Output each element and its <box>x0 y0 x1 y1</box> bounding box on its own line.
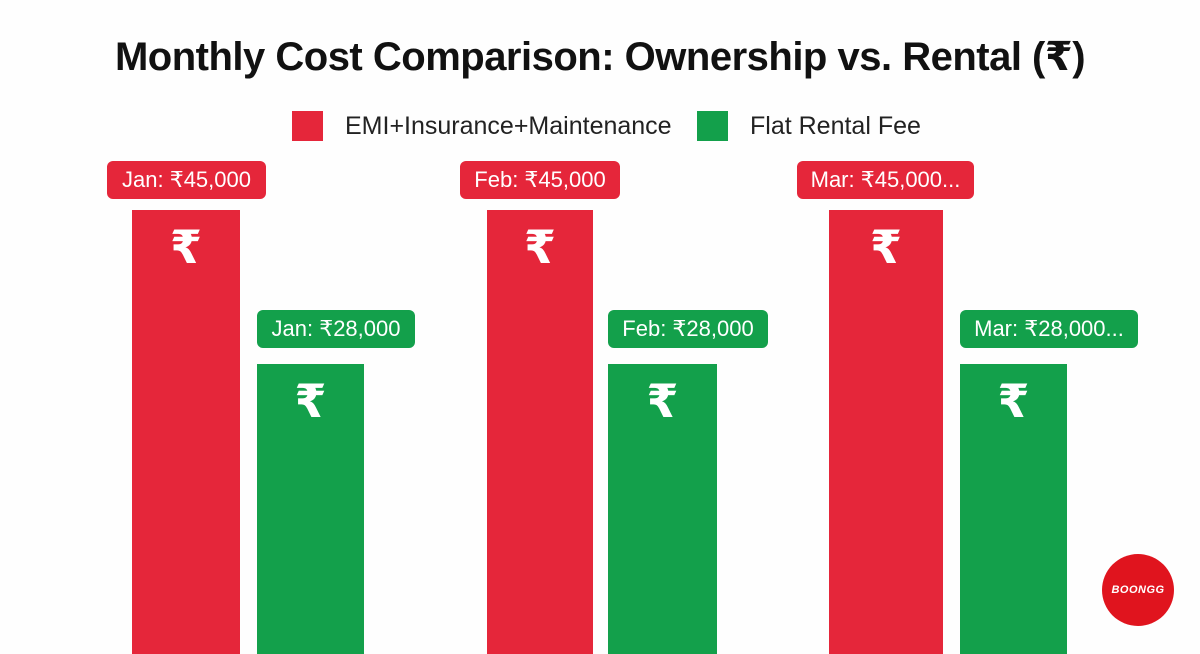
data-label-jan-rental: Jan: ₹28,000 <box>257 310 415 348</box>
legend-label-rental: Flat Rental Fee <box>750 111 921 140</box>
bar-jan-rental: ₹ <box>257 364 364 654</box>
brand-logo: BOONGG <box>1102 554 1174 626</box>
legend: EMI+Insurance+Maintenance Flat Rental Fe… <box>0 110 1200 142</box>
rupee-icon: ₹ <box>294 374 327 428</box>
bar-mar-rental: ₹ <box>960 364 1067 654</box>
legend-item-rental: Flat Rental Fee <box>697 110 921 142</box>
data-label-mar-ownership: Mar: ₹45,000... <box>797 161 974 199</box>
rupee-icon: ₹ <box>646 374 679 428</box>
bar-mar-ownership: ₹ <box>829 210 943 654</box>
data-label-jan-ownership: Jan: ₹45,000 <box>107 161 266 199</box>
brand-logo-text: BOONGG <box>1111 584 1165 596</box>
data-label-feb-rental: Feb: ₹28,000 <box>608 310 768 348</box>
rupee-icon: ₹ <box>523 220 556 274</box>
rupee-icon: ₹ <box>169 220 202 274</box>
bar-jan-ownership: ₹ <box>132 210 240 654</box>
bar-feb-ownership: ₹ <box>487 210 593 654</box>
rupee-icon: ₹ <box>869 220 902 274</box>
chart-title: Monthly Cost Comparison: Ownership vs. R… <box>114 35 1086 79</box>
legend-item-ownership: EMI+Insurance+Maintenance <box>292 110 672 142</box>
legend-swatch-ownership <box>292 111 323 141</box>
bar-feb-rental: ₹ <box>608 364 717 654</box>
data-label-mar-rental: Mar: ₹28,000... <box>960 310 1138 348</box>
data-label-feb-ownership: Feb: ₹45,000 <box>460 161 620 199</box>
legend-label-ownership: EMI+Insurance+Maintenance <box>345 111 672 140</box>
legend-swatch-rental <box>697 111 728 141</box>
rupee-icon: ₹ <box>997 374 1030 428</box>
